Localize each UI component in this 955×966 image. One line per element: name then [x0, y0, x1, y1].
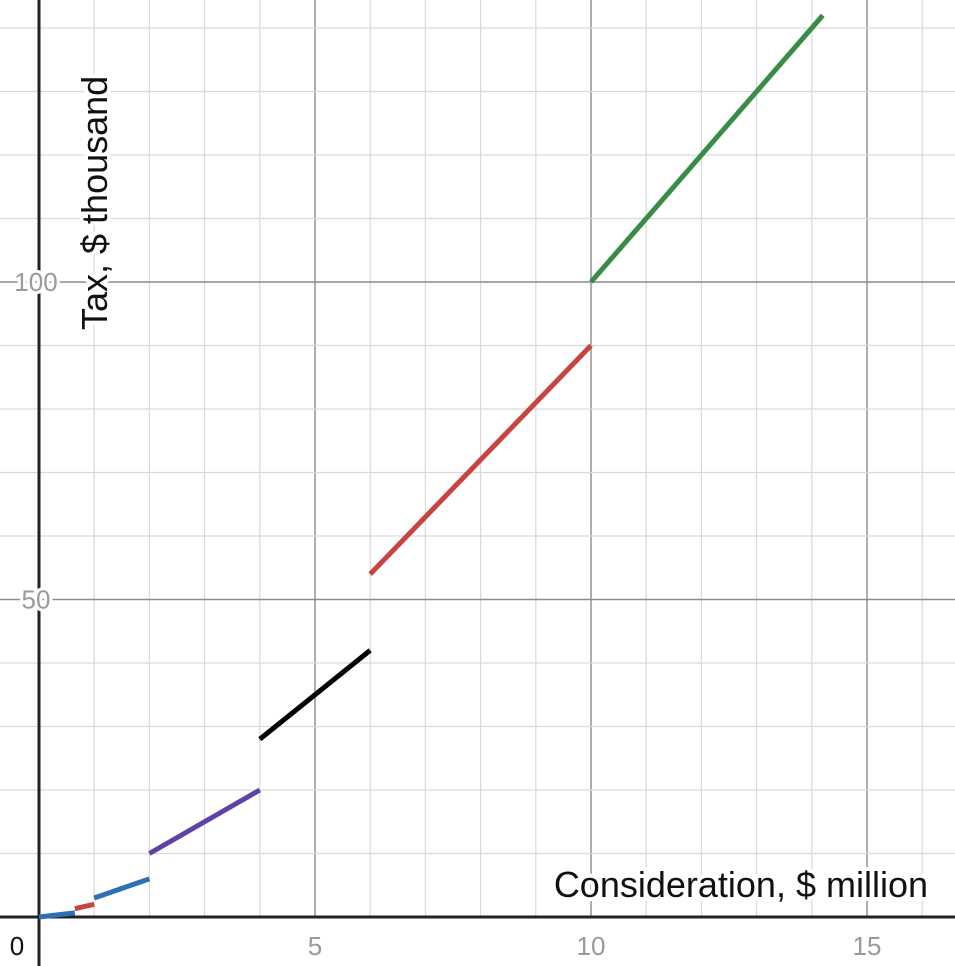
data-series: [38, 13, 825, 920]
grid: [0, 0, 955, 917]
x-axis-title: Consideration, $ million: [554, 864, 928, 905]
tax-segment-7: [589, 13, 825, 284]
y-tick-label: 100: [14, 267, 57, 297]
x-tick-label: 15: [853, 931, 882, 961]
tax-segment-2: [74, 901, 95, 912]
tick-labels: 5 10 15 50 100 0: [10, 264, 885, 964]
tax-segment-6: [368, 343, 593, 576]
x-tick-label: 5: [308, 931, 322, 961]
origin-label: 0: [10, 931, 24, 961]
tax-segment-3: [93, 876, 151, 901]
tax-segment-4: [148, 787, 262, 856]
tax-segment-5: [258, 648, 372, 742]
y-tick-label: 50: [22, 585, 51, 615]
tax-segment-1: [38, 910, 76, 920]
y-axis-title: Tax, $ thousand: [74, 76, 115, 330]
x-tick-label: 10: [577, 931, 606, 961]
